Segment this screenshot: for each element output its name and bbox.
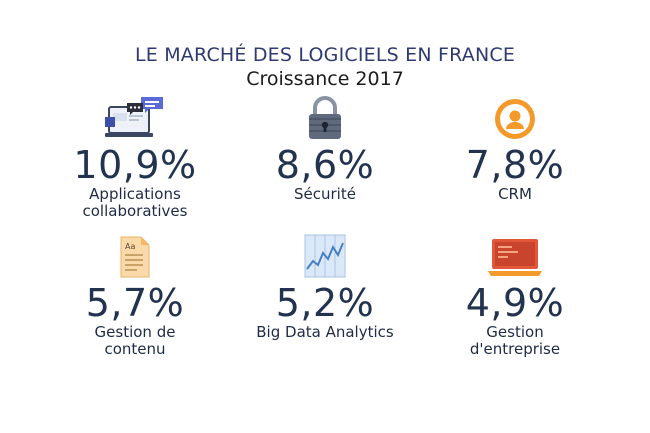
- stats-grid: 10,9% Applications collaboratives 8,6% S…: [40, 96, 610, 377]
- stat-value: 5,7%: [85, 281, 185, 325]
- page-subtitle: Croissance 2017: [246, 68, 404, 90]
- stat-label: Big Data Analytics: [256, 323, 394, 341]
- laptop-icon: [420, 233, 610, 279]
- padlock-icon: [230, 96, 420, 141]
- stat-label: Gestion de contenu: [94, 323, 176, 358]
- svg-text:Aa: Aa: [125, 242, 135, 251]
- stat-value: 7,8%: [465, 143, 565, 187]
- stat-value: 10,9%: [73, 143, 197, 187]
- stat-security: 8,6% Sécurité: [230, 96, 420, 233]
- stat-content-management: Aa 5,7% Gestion de contenu: [40, 233, 230, 377]
- stat-big-data: 5,2% Big Data Analytics: [230, 233, 420, 377]
- stat-value: 4,9%: [465, 281, 565, 325]
- collaboration-laptop-icon: [40, 97, 230, 141]
- page-title: LE MARCHÉ DES LOGICIELS EN FRANCE: [134, 44, 516, 66]
- stat-crm: 7,8% CRM: [420, 97, 610, 233]
- user-avatar-icon: [420, 97, 610, 141]
- header: LE MARCHÉ DES LOGICIELS EN FRANCE Croiss…: [0, 44, 650, 90]
- line-graph-icon: [230, 233, 420, 279]
- document-icon: Aa: [40, 233, 230, 279]
- stat-label: CRM: [498, 185, 532, 203]
- stat-value: 8,6%: [275, 143, 375, 187]
- stat-enterprise-management: 4,9% Gestion d'entreprise: [420, 233, 610, 377]
- stat-label: Sécurité: [294, 185, 356, 203]
- stat-collaborative-apps: 10,9% Applications collaboratives: [40, 97, 230, 233]
- stat-label: Applications collaboratives: [82, 185, 188, 220]
- stat-label: Gestion d'entreprise: [469, 323, 561, 358]
- stat-value: 5,2%: [275, 281, 375, 325]
